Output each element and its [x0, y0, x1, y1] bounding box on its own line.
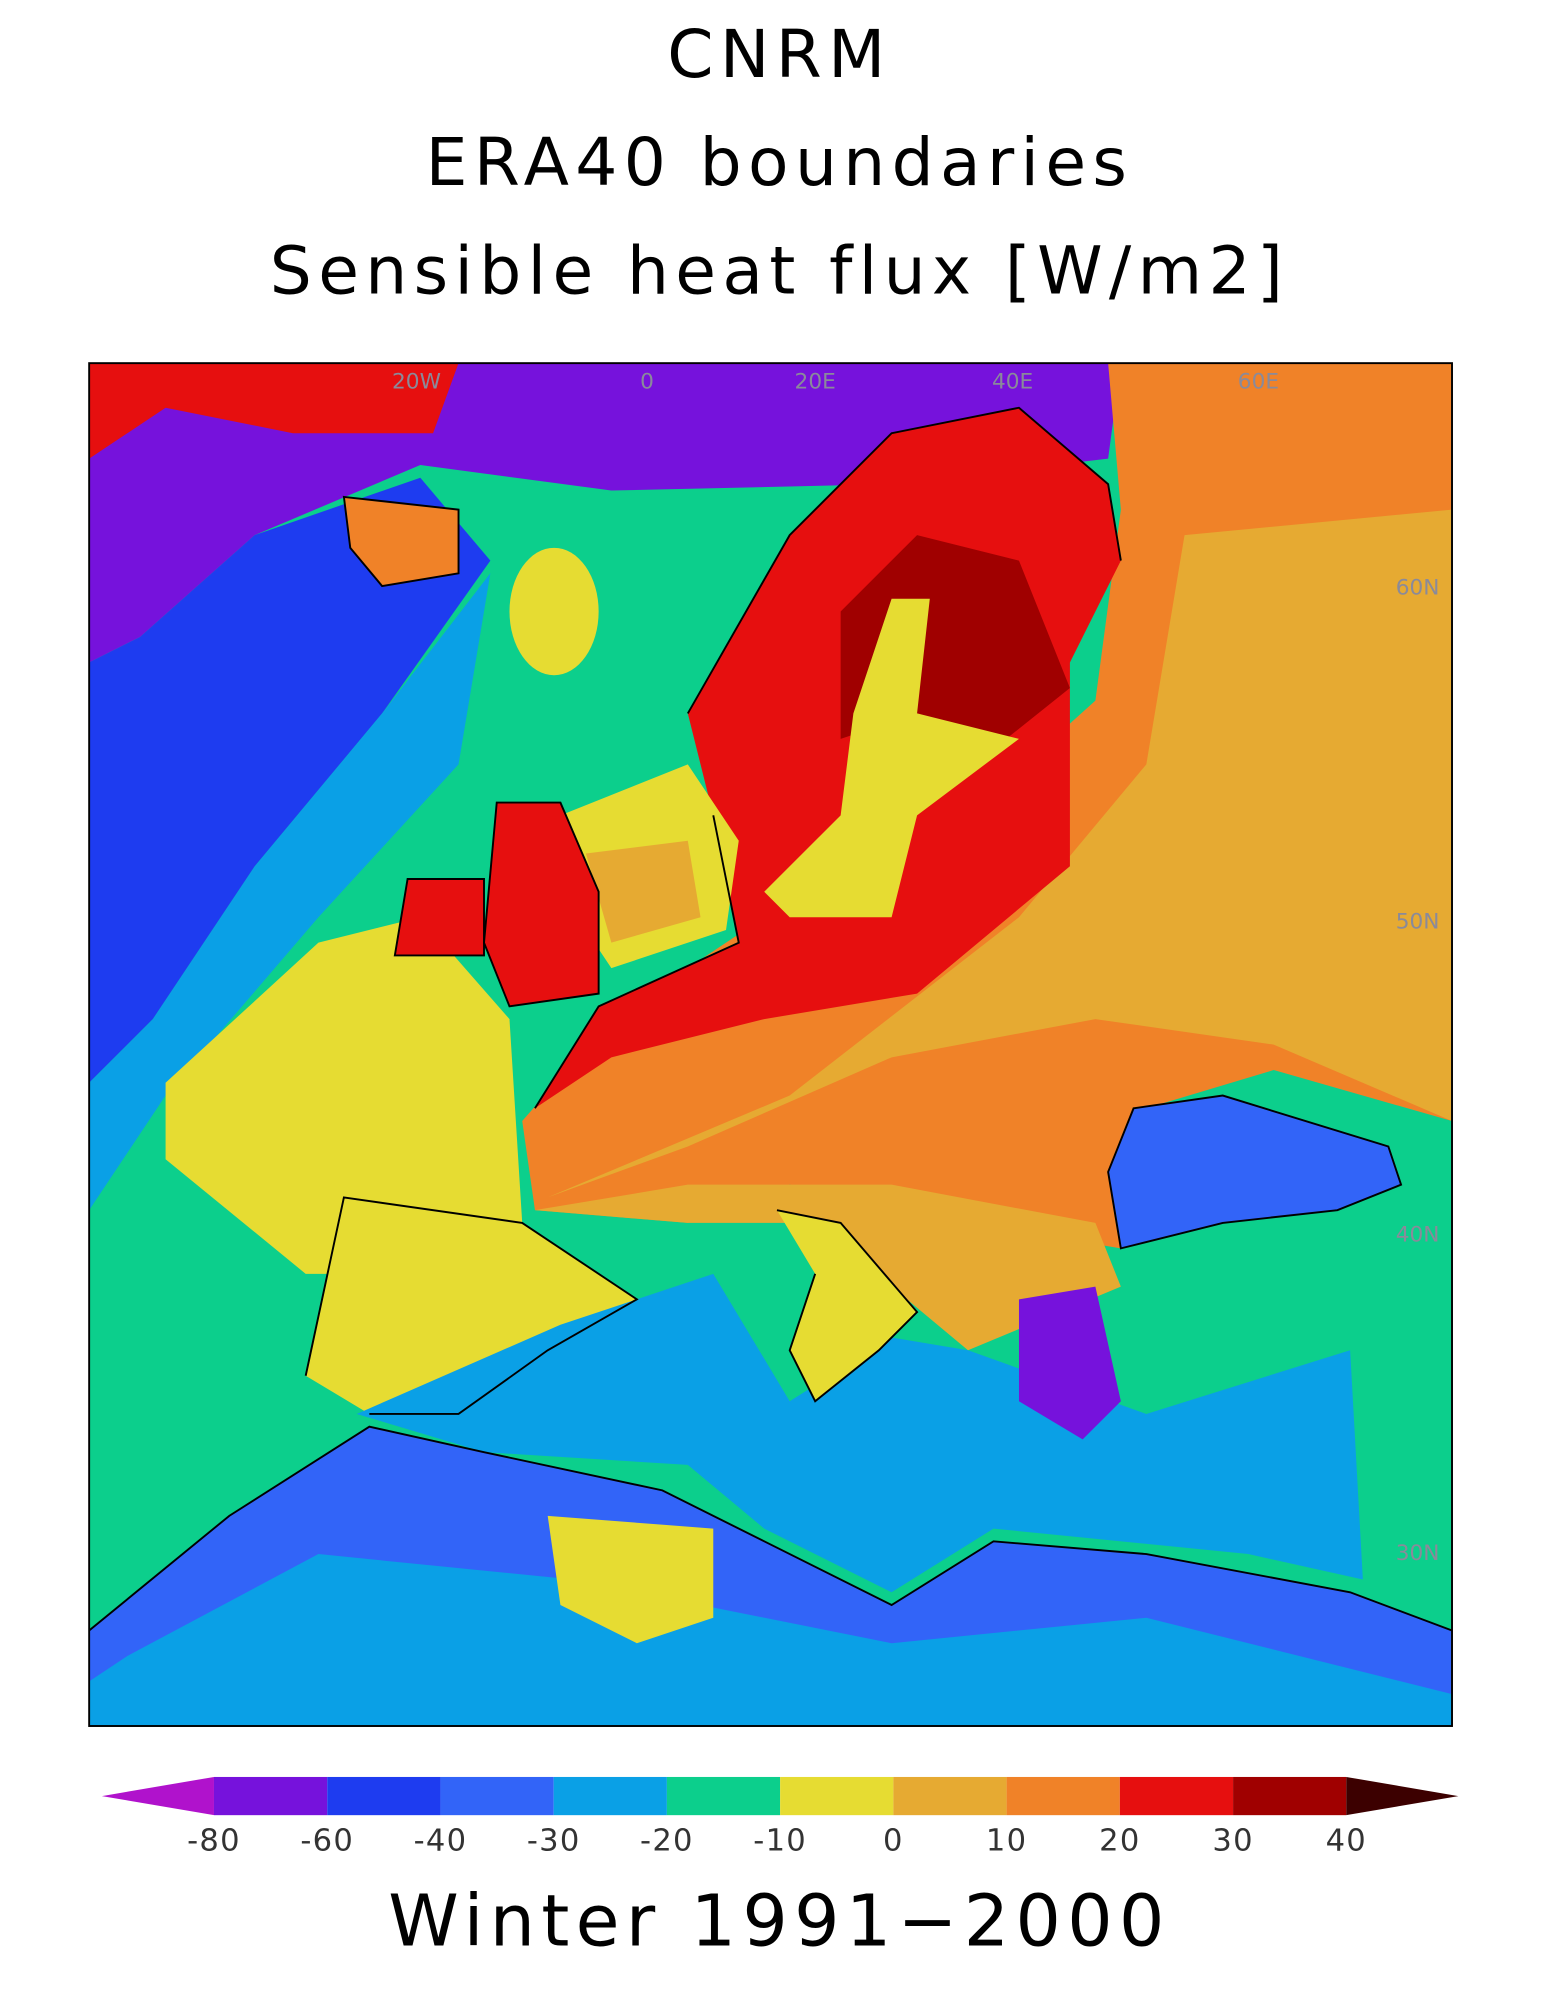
- graticule-label: 30N: [1396, 1541, 1440, 1566]
- colorbar-box: [553, 1776, 667, 1816]
- title-line: ERA40 boundaries: [426, 124, 1134, 201]
- colorbar-box: [1233, 1776, 1347, 1816]
- graticule-label: 20W: [392, 369, 441, 394]
- colorbar-tick-label: -60: [300, 1823, 354, 1858]
- colorbar-tick-label: -80: [187, 1823, 241, 1858]
- graticule-label: 40E: [992, 369, 1033, 394]
- map-frame: [88, 362, 1453, 1727]
- graticule-label: 50N: [1396, 909, 1440, 934]
- footer: Winter 1991−2000: [388, 1880, 1170, 1963]
- title-line: CNRM: [667, 16, 891, 93]
- colorbar-tick-label: 0: [883, 1823, 904, 1858]
- colorbar-tick-label: -10: [753, 1823, 807, 1858]
- colorbar-tick-label: -20: [640, 1823, 694, 1858]
- colorbar-box: [327, 1776, 441, 1816]
- colorbar-box: [1119, 1776, 1234, 1816]
- colorbar-tick-label: -40: [414, 1823, 468, 1858]
- colorbar-under: [101, 1776, 214, 1816]
- colorbar-box: [440, 1776, 554, 1816]
- graticule-label: 60N: [1396, 576, 1440, 601]
- graticule-label: 40N: [1396, 1223, 1440, 1248]
- colorbar-tick-label: -30: [527, 1823, 581, 1858]
- colorbar-over: [1346, 1776, 1459, 1816]
- colorbar-box: [666, 1776, 781, 1816]
- colorbar-tick-label: 30: [1212, 1823, 1253, 1858]
- colorbar-tick-label: 10: [986, 1823, 1027, 1858]
- colorbar-box: [780, 1776, 894, 1816]
- colorbar-tick-label: 40: [1326, 1823, 1367, 1858]
- colorbar-box: [213, 1776, 328, 1816]
- map-field: [89, 363, 1453, 1727]
- title-line: Sensible heat flux [W/m2]: [270, 232, 1289, 309]
- colorbar-box: [893, 1776, 1007, 1816]
- graticule-label: 20E: [795, 369, 836, 394]
- graticule-label: 0: [640, 369, 654, 394]
- graticule-label: 60E: [1238, 369, 1279, 394]
- colorbar-tick-label: 20: [1099, 1823, 1140, 1858]
- colorbar-box: [1006, 1776, 1120, 1816]
